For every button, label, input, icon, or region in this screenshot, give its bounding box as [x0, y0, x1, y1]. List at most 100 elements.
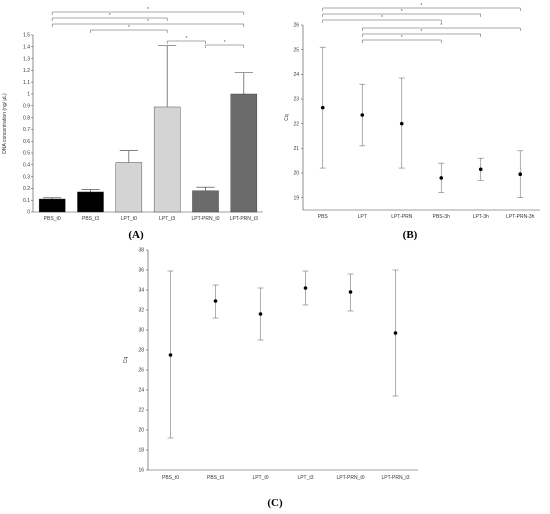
panel-a-x-tick-label: LPT-PRN_t0	[191, 216, 219, 222]
panel-b-significance-bracket	[362, 39, 442, 43]
panel-a-label: (A)	[128, 229, 144, 241]
panel-c-x-ticks: PBS_t0 PBS_t3 LPT_t0 LPT_t3 LPT-PRN_t0 LPT-PR…	[162, 475, 410, 481]
panel-a-significance-bracket	[166, 40, 206, 44]
panel-a-significance-bracket	[90, 29, 168, 33]
panel-c-point	[393, 331, 398, 335]
panel-b-significance-label: *	[421, 3, 423, 9]
panel-b-y-tick-label: 22	[293, 121, 299, 127]
panel-b-point	[478, 167, 483, 172]
panel-a-y-tick-label: 0	[27, 210, 30, 216]
panel-a-x-ticks: PBS_t0 PBS_t3 LPT_t0 LPT_t3 LPT-PRN_t0 LPT-PR…	[44, 216, 258, 222]
panel-a-significance-label: *	[147, 19, 149, 25]
panel-c-point	[258, 312, 263, 316]
panel-a-bar	[38, 198, 66, 213]
panel-a-y-tick-label: 0.8	[23, 115, 30, 121]
panel-c-y-tick-label: 22	[138, 408, 144, 414]
panel-a-y-axis-label: DNA concentration (ng/ µL)	[2, 93, 8, 154]
panel-c-x-tick-label: LPT_t3	[297, 475, 313, 481]
panel-a-significance-bracket	[205, 44, 245, 48]
panel-c-y-tick-label: 18	[138, 448, 144, 454]
panel-a-significance-label: *	[109, 13, 111, 19]
panel-b-significance-label: *	[381, 15, 383, 21]
panel-b-significance-label: *	[401, 35, 403, 41]
panel-c-y-tick-label: 20	[138, 428, 144, 434]
panel-c-y-tick-label: 38	[138, 248, 144, 254]
panel-c-y-tick-label: 24	[138, 388, 144, 394]
panel-a-y-tick-label: 0.5	[23, 151, 30, 157]
panel-c-y-tick-label: 36	[138, 268, 144, 274]
panel-c-point	[303, 286, 308, 290]
panel-a-y-tick-label: 1.3	[23, 56, 30, 62]
panel-b-significance-label: *	[421, 29, 423, 35]
panel-a-x-tick-label: PBS_t0	[44, 216, 61, 222]
panel-b-significance-label: *	[440, 23, 442, 29]
panel-b-significance-bracket	[322, 13, 481, 17]
panel-c-point	[168, 353, 173, 357]
panel-b-significance-brackets: * * * * * *	[322, 3, 521, 43]
panel-a-bar	[153, 106, 181, 213]
panel-a-y-tick-label: 0.7	[23, 127, 30, 133]
panel-a-significance-label: *	[185, 36, 187, 42]
panel-b-point	[399, 121, 404, 126]
panel-c-x-tick-label: LPT_t0	[252, 475, 268, 481]
panel-b-y-tick-label: 20	[293, 171, 299, 177]
panel-b-y-tick-label: 19	[293, 195, 299, 201]
panel-c-dot-plot: Cq 16 18 20 22 24 26 28 30 32 34 36 38 PBS_t0 PBS_t3…	[123, 248, 418, 509]
panel-b-y-tick-label: 21	[293, 146, 299, 152]
panel-a-y-tick-label: 1.1	[23, 80, 30, 86]
panel-a-significance-bracket	[51, 23, 245, 27]
panel-a-bar	[230, 93, 258, 213]
panel-a-bar-chart: DNA concentration (ng/ µL) 0 0.1 0.2 0.3 0.4…	[2, 7, 263, 241]
panel-b-y-tick-label: 25	[293, 47, 299, 53]
panel-b-x-tick-label: LPT-PRN	[391, 214, 413, 220]
panel-c-y-tick-label: 30	[138, 328, 144, 334]
panel-c-x-tick-label: LPT-PRN_t0	[336, 475, 364, 481]
panel-a-y-tick-label: 0.4	[23, 163, 30, 169]
panel-a-y-tick-label: 1	[27, 92, 30, 98]
panel-b-y-tick-label: 24	[293, 72, 299, 78]
panel-b-significance-bracket	[362, 33, 481, 37]
panel-c-y-axis-label: Cq	[123, 357, 129, 364]
panel-b-y-tick-label: 26	[293, 23, 299, 29]
panel-a-significance-label: *	[224, 40, 226, 46]
panel-b-dot-plot: Cq 19 20 21 22 23 24 25 26 PBS LPT LPT-PRN PBS-3h L…	[284, 3, 540, 241]
panel-b-points	[319, 46, 524, 198]
panel-a-significance-label: *	[147, 7, 149, 13]
panel-a-x-tick-label: LPT_t0	[121, 216, 137, 222]
panel-b-point	[320, 105, 325, 110]
panel-b-point	[439, 176, 444, 180]
panel-b-significance-bracket	[322, 19, 442, 23]
panel-c-y-tick-label: 28	[138, 348, 144, 354]
panel-b-significance-label: *	[401, 9, 403, 15]
panel-c-point	[213, 299, 218, 303]
panel-a-y-tick-label: 1.5	[23, 33, 30, 39]
panel-a-y-tick-label: 0.9	[23, 104, 30, 110]
panel-b-x-tick-label: PBS-3h	[433, 214, 450, 220]
panel-a-y-ticks: 0 0.1 0.2 0.3 0.4 0.5 0.6 0.7 0.8 0.9 1 1.1 1.2 1.3 1.…	[23, 33, 33, 216]
panel-b-y-axis-label: Cq	[284, 114, 290, 121]
panel-c-point	[348, 290, 353, 294]
panel-a-y-tick-label: 0.6	[23, 139, 30, 145]
panel-b-x-ticks: PBS LPT LPT-PRN PBS-3h LPT-3h LPT-PRN-3h	[318, 214, 535, 220]
panel-a-y-tick-label: 1.4	[23, 45, 30, 51]
panel-b-y-ticks: 19 20 21 22 23 24 25 26	[293, 23, 303, 201]
panel-b-y-tick-label: 23	[293, 97, 299, 103]
panel-c-x-tick-label: PBS_t3	[207, 475, 224, 481]
panel-c-y-ticks: 16 18 20 22 24 26 28 30 32 34 36 38	[138, 248, 148, 474]
panel-a-x-tick-label: PBS_t3	[82, 216, 99, 222]
panel-b-x-tick-label: LPT-PRN-3h	[506, 214, 535, 220]
panel-a-bars	[38, 45, 258, 213]
panel-b-significance-bracket	[362, 27, 521, 31]
panel-a-significance-label: *	[128, 25, 130, 31]
panel-a-bar	[192, 190, 219, 213]
panel-c-y-tick-label: 26	[138, 368, 144, 374]
panel-a-y-tick-label: 0.1	[23, 198, 30, 204]
panel-c-y-tick-label: 34	[138, 288, 144, 294]
panel-a-y-tick-label: 1.2	[23, 68, 30, 74]
panel-b-x-tick-label: LPT	[358, 214, 367, 220]
panel-a-significance-bracket	[51, 17, 168, 21]
panel-a-y-tick-label: 0.3	[23, 174, 30, 180]
panel-b-x-tick-label: LPT-3h	[473, 214, 489, 220]
